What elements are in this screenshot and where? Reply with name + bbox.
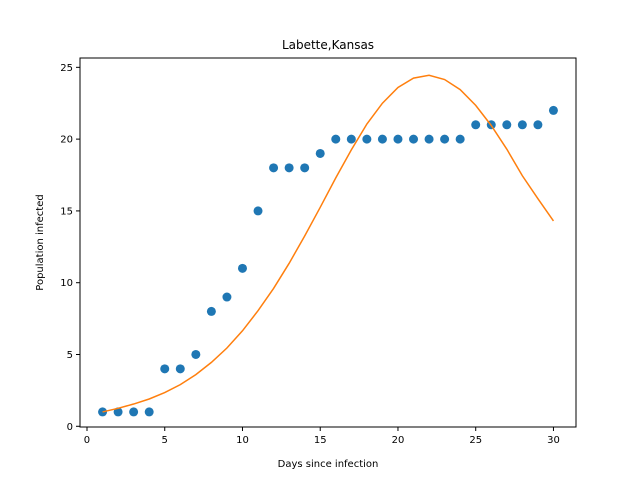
fit-line bbox=[102, 74, 555, 413]
x-tick-label: 10 bbox=[236, 435, 249, 446]
chart-title: Labette,Kansas bbox=[282, 38, 374, 52]
data-point bbox=[284, 163, 294, 173]
data-point bbox=[533, 120, 543, 130]
x-tick-label: 30 bbox=[547, 435, 560, 446]
y-tick-label: 15 bbox=[60, 206, 73, 217]
x-tick-label: 5 bbox=[162, 435, 168, 446]
data-point bbox=[471, 120, 481, 130]
data-point bbox=[502, 120, 512, 130]
data-point bbox=[237, 263, 247, 273]
data-point bbox=[455, 134, 465, 144]
data-point bbox=[129, 407, 139, 417]
data-point bbox=[440, 134, 450, 144]
x-tick-label: 0 bbox=[84, 435, 90, 446]
x-tick-label: 25 bbox=[469, 435, 482, 446]
y-tick-label: 10 bbox=[60, 278, 73, 289]
plot-area bbox=[80, 58, 576, 427]
y-tick-label: 0 bbox=[67, 422, 73, 433]
data-point bbox=[346, 134, 356, 144]
data-point bbox=[393, 134, 403, 144]
data-point bbox=[206, 306, 216, 316]
x-tick-label: 20 bbox=[392, 435, 405, 446]
plot-frame bbox=[79, 57, 577, 428]
data-point bbox=[222, 292, 232, 302]
data-point bbox=[331, 134, 341, 144]
y-tick-label: 25 bbox=[60, 63, 73, 74]
data-point bbox=[160, 364, 170, 374]
x-tick-label: 15 bbox=[314, 435, 327, 446]
data-point bbox=[253, 206, 263, 216]
data-point bbox=[175, 364, 185, 374]
data-point bbox=[269, 163, 279, 173]
data-point bbox=[315, 148, 325, 158]
data-point bbox=[548, 105, 558, 115]
data-point bbox=[113, 407, 123, 417]
axes-layer: 0 5 10 15 20 25 30 0 5 10 15 20 25 bbox=[60, 63, 560, 446]
data-point bbox=[409, 134, 419, 144]
series-layer bbox=[98, 74, 558, 417]
data-point bbox=[144, 407, 154, 417]
y-tick-label: 20 bbox=[60, 135, 73, 146]
x-axis-label: Days since infection bbox=[278, 459, 379, 470]
data-point bbox=[377, 134, 387, 144]
data-point bbox=[517, 120, 527, 130]
y-tick-label: 5 bbox=[67, 350, 73, 361]
y-axis-label: Population infected bbox=[35, 194, 46, 290]
data-point bbox=[300, 163, 310, 173]
data-point bbox=[424, 134, 434, 144]
data-point bbox=[191, 349, 201, 359]
data-point bbox=[362, 134, 372, 144]
